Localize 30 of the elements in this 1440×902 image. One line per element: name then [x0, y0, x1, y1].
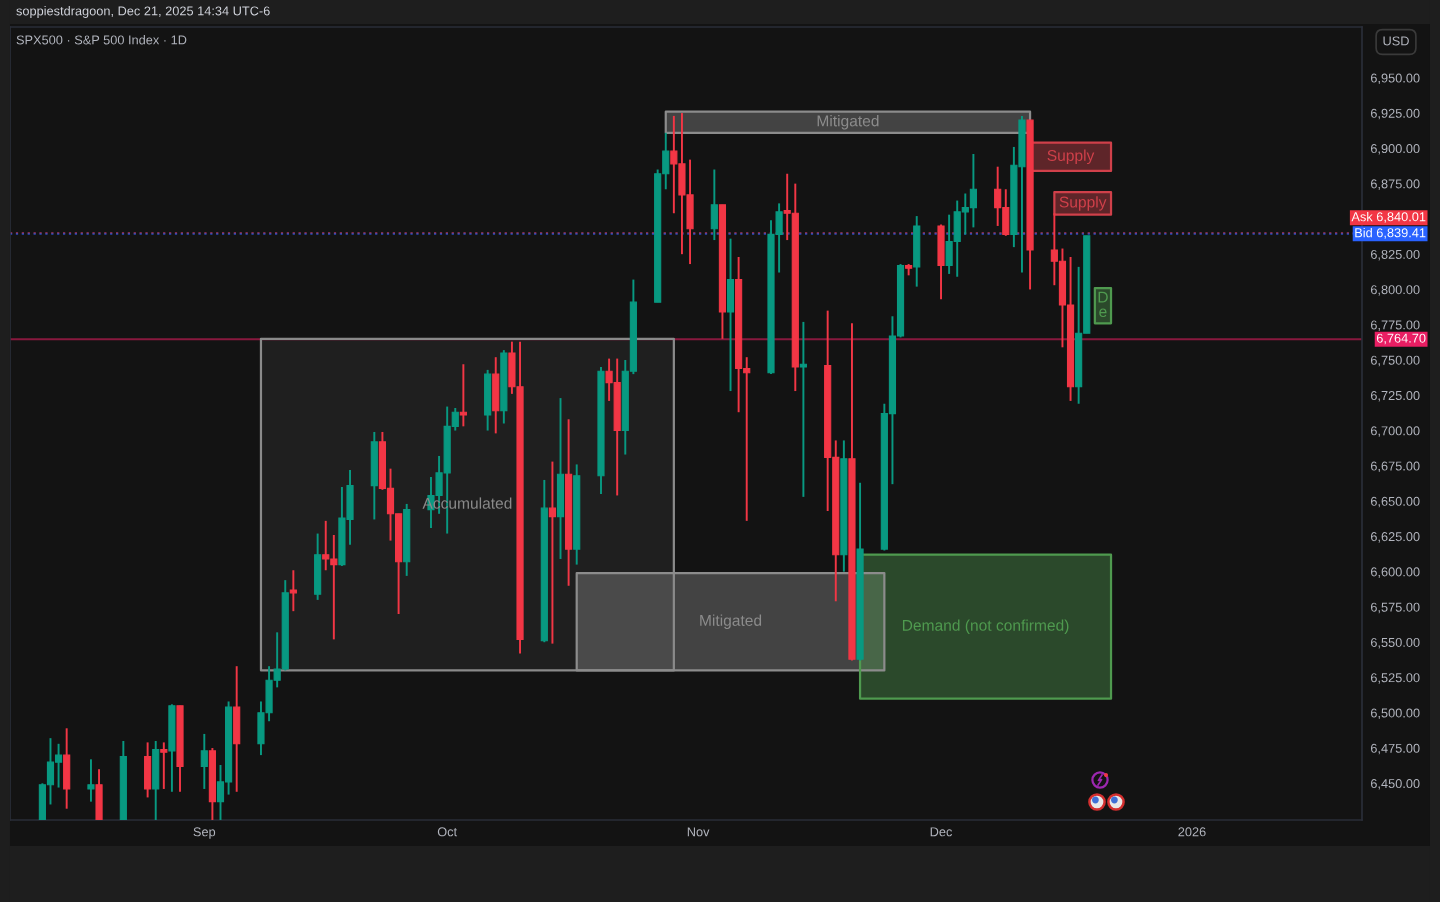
candlestick	[54, 742, 63, 789]
candlestick	[710, 168, 718, 242]
candlestick	[613, 357, 621, 497]
candlestick	[548, 460, 557, 645]
candlestick	[937, 223, 945, 301]
candlestick	[63, 727, 71, 810]
candlestick	[87, 758, 95, 803]
candlestick	[953, 199, 961, 278]
candlestick	[492, 356, 500, 435]
candlestick	[459, 363, 467, 428]
candlestick	[200, 732, 208, 790]
candlestick	[370, 431, 378, 521]
candlestick	[314, 532, 322, 601]
candlestick	[160, 741, 168, 790]
candlestick	[233, 665, 241, 793]
candlestick	[144, 741, 152, 799]
candlestick	[556, 397, 565, 560]
candlestick	[799, 320, 807, 498]
candlestick	[678, 112, 686, 256]
candlestick	[913, 215, 921, 288]
candlestick	[1018, 114, 1026, 274]
candlestick	[152, 740, 160, 820]
candlestick	[726, 237, 735, 393]
candlestick	[322, 519, 330, 572]
candlestick	[484, 368, 492, 432]
candlestick	[289, 569, 297, 613]
candlestick	[95, 768, 103, 820]
candlestick	[969, 153, 977, 229]
candlestick	[168, 703, 176, 793]
candlestick	[994, 165, 1002, 227]
